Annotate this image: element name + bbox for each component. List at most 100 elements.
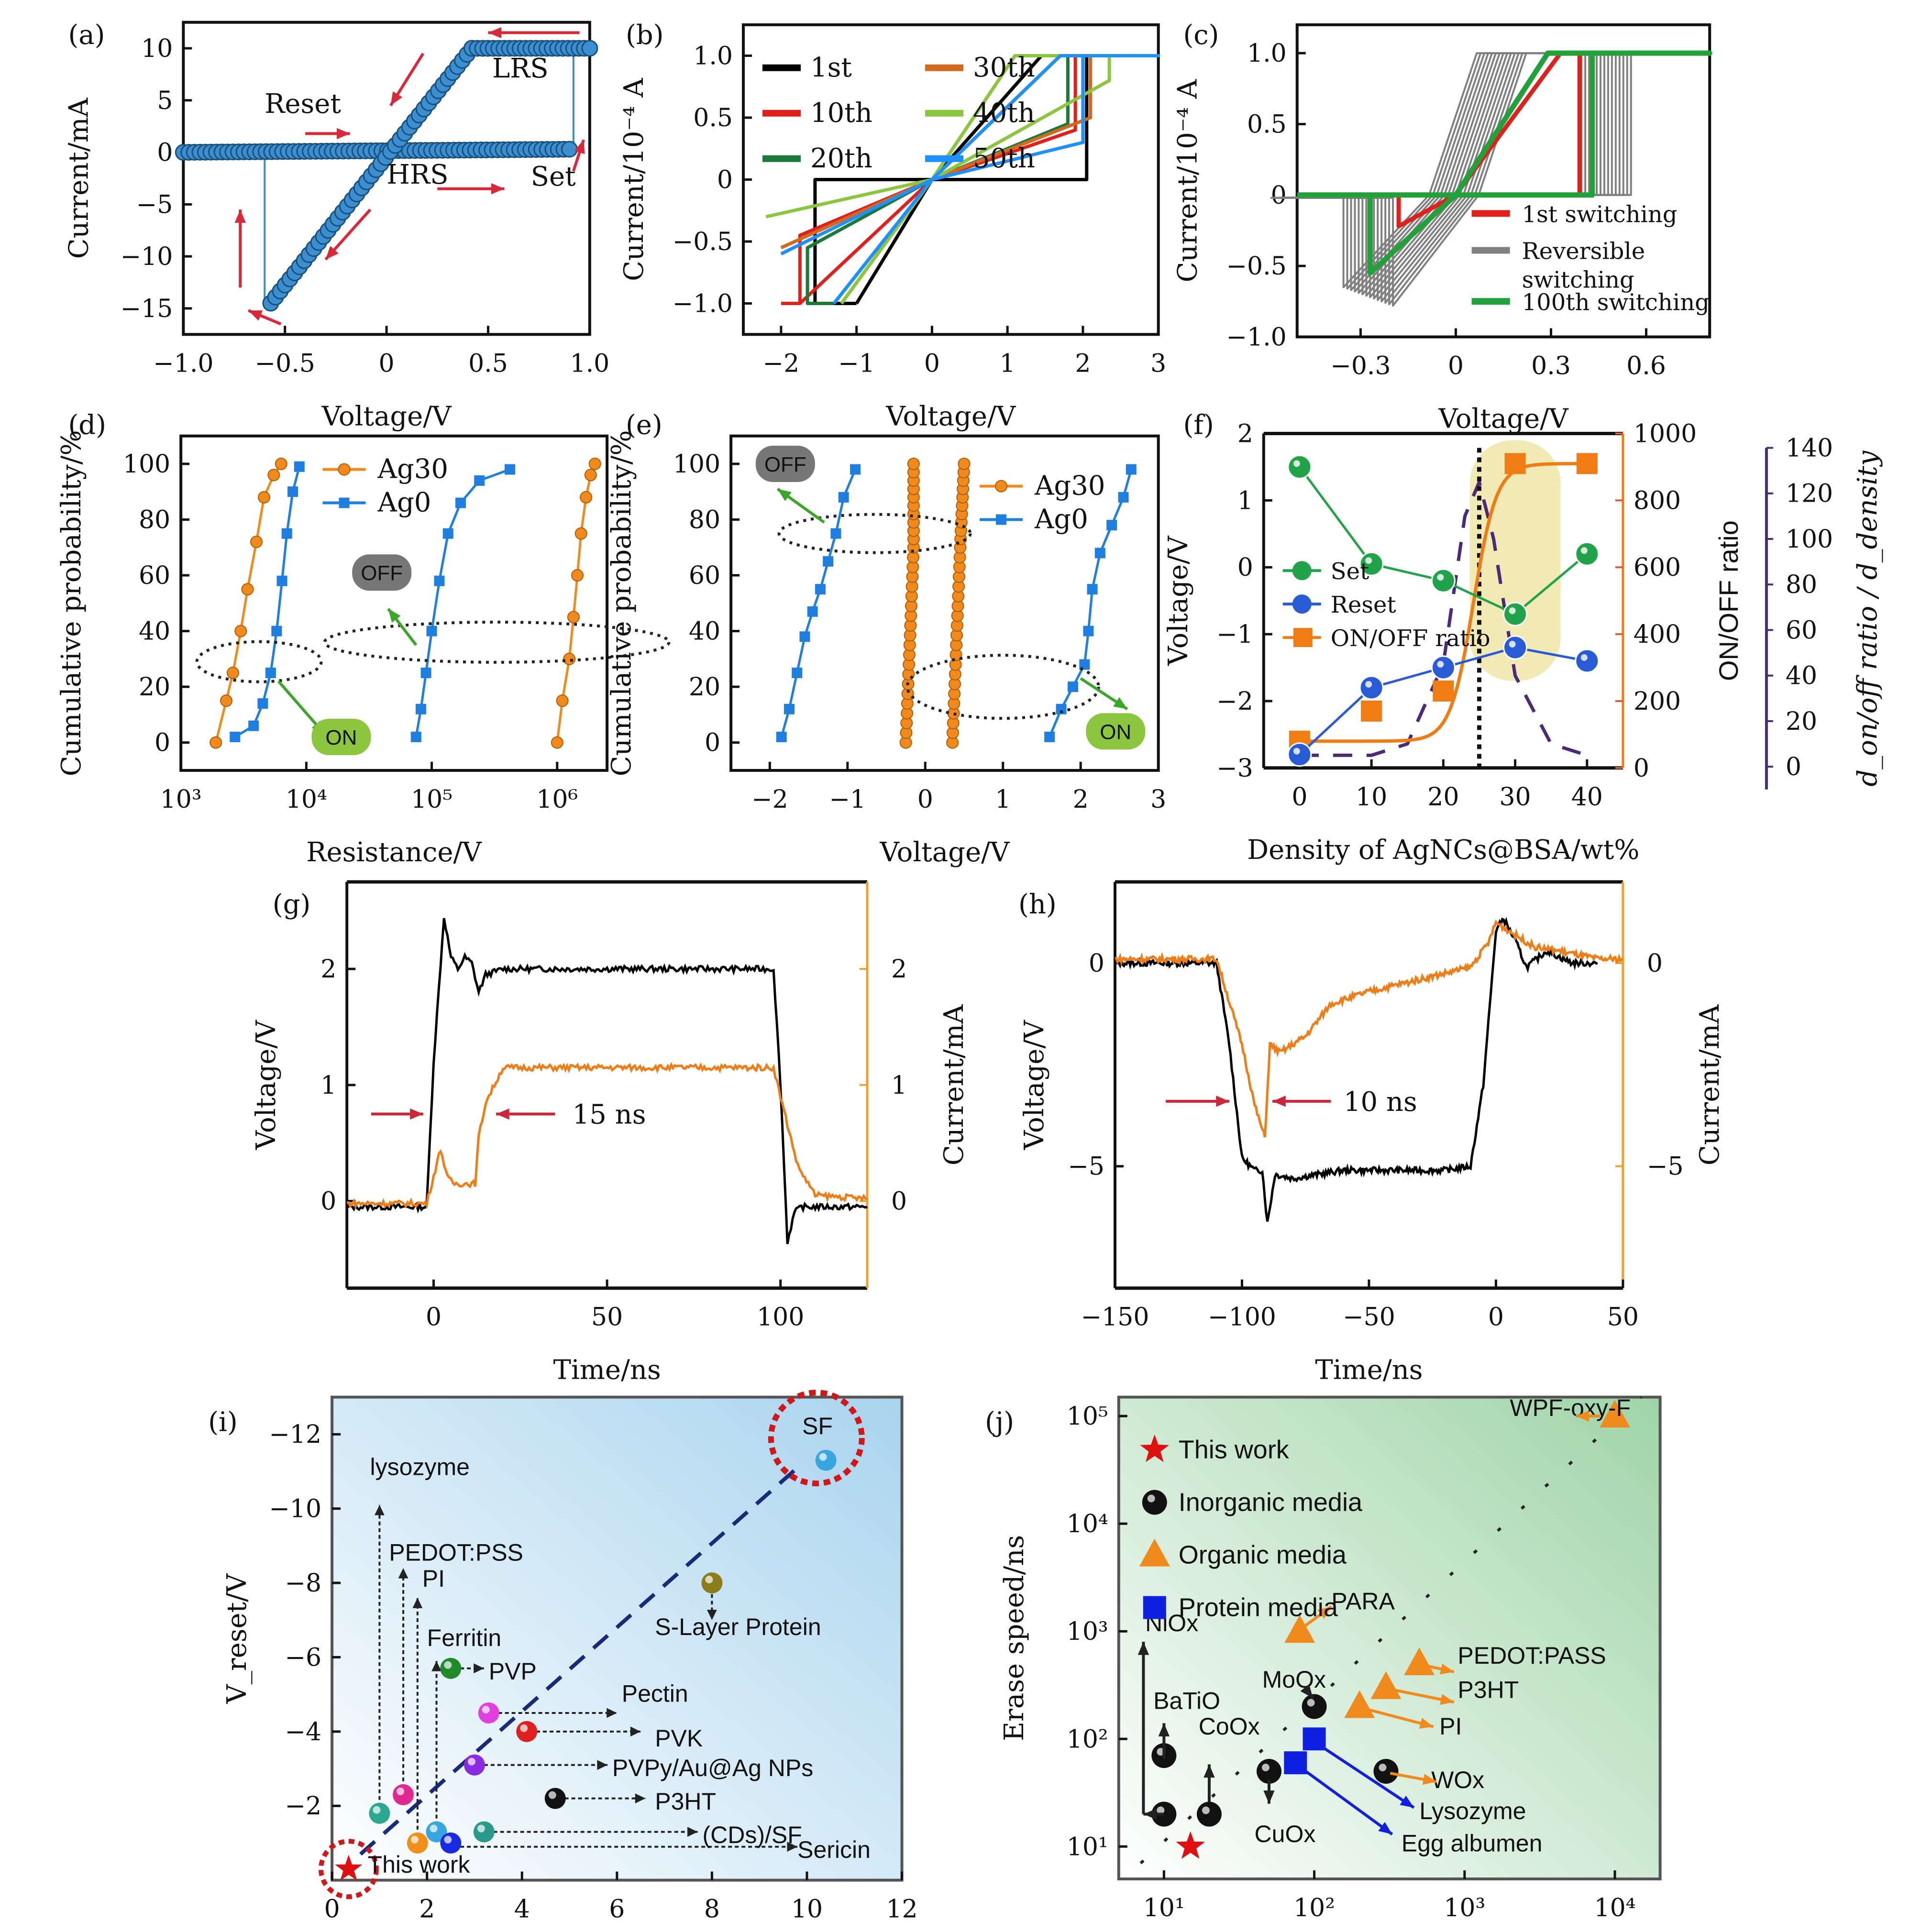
y2-tick-label: 400 [1634,620,1681,649]
x-tick-label: 10 [791,1895,823,1924]
data-point [792,668,803,679]
set-point [1503,602,1528,626]
data-point [1079,659,1090,670]
legend-marker [1292,561,1312,581]
sweep-arrow-head [234,209,246,223]
material-point [1196,1801,1222,1827]
data-point [815,584,826,595]
label-cuox: CuOx [1255,1821,1316,1847]
sweep-arrow-head [488,27,502,39]
set-point [1431,568,1456,593]
reset-point [1575,648,1600,673]
this-work-star [335,1855,363,1881]
y2-tick-label: 1 [891,1071,907,1100]
x-tick-label: −2 [751,785,788,814]
data-point [230,732,241,743]
wox-arrow-head [1422,1774,1437,1785]
panel-label-a: (a) [68,20,105,51]
hrs-point [561,141,578,158]
y-tick-label: −1 [1216,620,1253,649]
cds-arrow-head [687,1827,698,1837]
material-point [544,1788,566,1809]
point-highlight [430,1824,438,1833]
x-tick-label: 2 [1075,349,1091,378]
y-tick-label: 0 [1271,181,1287,210]
data-point [1126,464,1137,475]
niox-link-head [1143,1808,1157,1820]
label-lysozyme: Lysozyme [1419,1798,1526,1824]
data-point [958,457,971,470]
material-point [1344,1690,1375,1718]
data-point [776,732,787,743]
label-pi: PI [1439,1713,1462,1740]
set-point [1575,541,1600,566]
data-point [474,475,485,486]
data-point [275,457,287,470]
x-axis-label: Time/ns [1315,1355,1423,1386]
y-tick-label: −1.0 [1226,323,1286,351]
data-point [823,556,834,567]
panel-a: −1.0 −0.5 0 0.5 1.0 −15 −10 −5 0 5 10 Voltage/V Curr… [63,21,609,432]
y-tick-label: −8 [285,1569,321,1598]
fall-arrow-head [1216,1096,1229,1107]
x-tick-label: 8 [704,1895,720,1924]
legend-marker [339,497,350,508]
data-point [907,457,920,470]
label-sf: SF [802,1413,833,1439]
y3-tick-label: 40 [1786,662,1817,691]
label-p3ht: P3HT [1457,1677,1519,1703]
data-point [415,703,426,714]
point-highlight [444,1835,452,1844]
label-pvk: PVK [655,1725,703,1752]
point-highlight [373,1806,381,1814]
y-axis-label: Current/10⁻⁴ A [1172,79,1203,282]
legend-label: This work [1179,1436,1290,1464]
x-axis-label: Voltage/V [1438,403,1569,434]
material-point [1370,1671,1402,1699]
x-tick-label: 4 [514,1895,530,1924]
y-tick-label: −0.5 [1226,252,1286,281]
panel-c: −0.3 0 0.3 0.6 −1.0 −0.5 0 0.5 1.0 Voltage/V Curre… [1172,23,1712,434]
panel-label-e: (e) [626,410,662,441]
plot-frame [1295,23,1711,339]
label-batio: BaTiO [1153,1688,1220,1714]
reset-point [1287,742,1312,767]
y2-axis-label: Current/mA [938,1004,970,1165]
x-tick-label: 100 [757,1303,804,1332]
lrs-point [581,40,598,57]
y-tick-label: 60 [689,561,720,590]
data-point [850,464,861,475]
legend-label: Organic media [1179,1541,1347,1570]
legend-label: 100th switching [1522,289,1710,316]
panel-d: 10³ 10⁴ 10⁵ 10⁶ 0 20 40 60 80 100 Resistance/V Cumu… [56,430,671,868]
material-point [464,1754,485,1776]
label-para: PARA [1331,1588,1395,1614]
legend-label: 1st switching [1522,201,1678,228]
lysozyme-arrow-head [1400,1795,1414,1808]
panel-label-f: (f) [1183,410,1214,441]
y-tick-label: 80 [139,506,170,535]
point-highlight [467,1757,475,1766]
x-tick-label: 0 [426,1303,442,1332]
y-tick-label: −1.0 [673,290,733,318]
pectin-arrow-head [607,1708,617,1718]
sweep-arrow-head [325,246,339,260]
point-highlight [1293,460,1300,467]
y-tick-label: 10 [141,34,173,63]
legend-label: Ag30 [377,454,449,485]
x-tick-label: 3 [1150,349,1166,378]
y3-tick-label: 60 [1786,616,1817,645]
series-Ag0-reset [780,469,857,737]
label-pectin: Pectin [622,1680,688,1707]
ferritin-arrow-head [431,1661,442,1671]
on-ellipse [905,654,1100,720]
lysozyme-arrow-head [374,1504,385,1515]
on-arrow-head [1113,697,1127,709]
material-point [369,1802,390,1824]
y-tick-label: −3 [1216,754,1253,783]
data-point [287,486,298,497]
off-badge: OFF [361,561,403,585]
pvk-arrow-head [630,1726,641,1737]
point-highlight [520,1724,528,1732]
